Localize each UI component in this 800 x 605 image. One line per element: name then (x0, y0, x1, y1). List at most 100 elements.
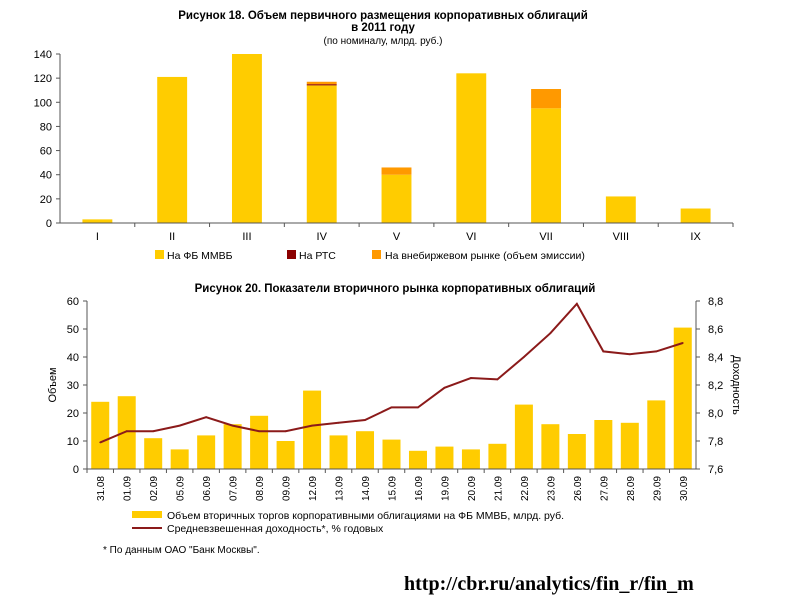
x-tick-label-06.09: 06.09 (202, 476, 213, 501)
yield-point-05.09 (178, 424, 181, 427)
x-tick-label-13.09: 13.09 (335, 476, 346, 501)
x-tick-label-IX: IX (690, 231, 701, 243)
bar-volume-19.09 (435, 446, 454, 469)
chart2-legend: Объем вторичных торгов корпоративными об… (132, 510, 564, 535)
chart1-title-line2: в 2011 году (351, 22, 415, 34)
chart2-title: Рисунок 20. Показатели вторичного рынка … (195, 283, 596, 295)
y-tick-label-140: 140 (34, 49, 52, 61)
bar-volume-14.09 (356, 431, 375, 469)
yield-point-30.09 (681, 342, 684, 344)
yield-point-19.09 (443, 386, 446, 389)
x-tick-label-II: II (169, 231, 175, 243)
y2-tick-label-7,6: 7,6 (708, 464, 723, 476)
legend-label-volume: Объем вторичных торгов корпоративными об… (167, 510, 564, 522)
legend-label-rts: На РТС (299, 250, 336, 262)
bar-otc-IV (306, 81, 337, 85)
yield-point-13.09 (337, 421, 340, 424)
y2-tick-label-7,8: 7,8 (708, 436, 723, 448)
y-tick-label-40: 40 (67, 352, 79, 364)
bar-volume-09.09 (276, 441, 295, 469)
bar-volume-23.09 (541, 424, 560, 469)
chart2-plot (91, 302, 692, 469)
bar-mmvb-IX (680, 208, 711, 223)
source-url[interactable]: http://cbr.ru/analytics/fin_r/fin_m (404, 573, 694, 595)
bar-mmvb-I (82, 219, 113, 223)
x-tick-label-16.09: 16.09 (414, 476, 425, 501)
x-tick-label-IV: IV (317, 231, 328, 243)
bar-volume-22.09 (514, 404, 533, 469)
x-tick-label-31.08: 31.08 (96, 476, 107, 501)
x-tick-label-28.09: 28.09 (626, 476, 637, 501)
y2-tick-label-8,4: 8,4 (708, 352, 723, 364)
yield-point-22.09 (522, 356, 525, 358)
chart2-y-axis-label: Объем (47, 367, 59, 402)
chart1-title: Рисунок 18. Объем первичного размещения … (178, 10, 588, 22)
x-tick-label-12.09: 12.09 (308, 476, 319, 501)
bar-mmvb-III (231, 54, 262, 223)
bar-volume-06.09 (197, 435, 216, 469)
y2-tick-label-8,8: 8,8 (708, 296, 723, 308)
x-tick-label-I: I (96, 231, 99, 243)
yield-point-14.09 (364, 419, 366, 421)
y-tick-label-100: 100 (34, 97, 52, 109)
yield-point-29.09 (655, 350, 658, 353)
bar-volume-27.09 (594, 420, 613, 469)
bar-volume-12.09 (303, 390, 322, 469)
bar-mmvb-II (157, 76, 188, 223)
yield-point-26.09 (575, 302, 578, 305)
bar-mmvb-VI (456, 73, 487, 223)
x-tick-label-VII: VII (539, 231, 552, 243)
x-tick-label-V: V (393, 231, 401, 243)
yield-point-09.09 (284, 430, 287, 433)
x-tick-label-29.09: 29.09 (652, 476, 663, 501)
y-tick-label-80: 80 (40, 121, 52, 133)
y-tick-label-0: 0 (46, 218, 52, 230)
bar-volume-29.09 (647, 400, 666, 469)
yield-point-12.09 (311, 424, 313, 427)
y-tick-label-20: 20 (67, 408, 79, 420)
chart1-plot (82, 54, 711, 223)
yield-point-28.09 (628, 353, 631, 356)
x-tick-label-21.09: 21.09 (493, 476, 504, 501)
y-tick-label-60: 60 (40, 146, 52, 158)
yield-point-21.09 (496, 378, 499, 381)
x-tick-label-23.09: 23.09 (546, 476, 557, 501)
y-tick-label-60: 60 (67, 296, 79, 308)
bar-mmvb-VIII (605, 196, 636, 223)
y-tick-label-10: 10 (67, 436, 79, 448)
y-tick-label-40: 40 (40, 170, 52, 182)
bar-volume-28.09 (620, 422, 639, 469)
bar-volume-15.09 (382, 439, 401, 469)
x-tick-label-07.09: 07.09 (229, 476, 240, 501)
y-tick-label-30: 30 (67, 380, 79, 392)
legend-label-otc: На внебиржевом рынке (объем эмиссии) (385, 250, 585, 262)
bar-volume-16.09 (408, 450, 427, 469)
y-tick-label-120: 120 (34, 73, 52, 85)
x-tick-label-30.09: 30.09 (679, 476, 690, 501)
chart2-y2-axis-label: Доходность (730, 355, 742, 415)
bar-volume-05.09 (170, 449, 189, 469)
bar-mmvb-VII (531, 108, 562, 223)
x-tick-label-08.09: 08.09 (255, 476, 266, 501)
yield-point-07.09 (231, 424, 234, 427)
x-tick-label-19.09: 19.09 (440, 476, 451, 501)
chart2-axes: 31.08 01.09 02.09 05.09 06.09 07.09 08.09 09.09… (67, 296, 724, 501)
yield-point-31.08 (99, 441, 102, 444)
chart1-legend: На ФБ ММВБ На РТС На внебиржевом рынке (… (155, 250, 585, 262)
yield-point-02.09 (152, 430, 155, 433)
bar-otc-VII (531, 89, 562, 109)
yield-point-15.09 (390, 406, 393, 409)
x-tick-label-27.09: 27.09 (599, 476, 610, 501)
x-tick-label-20.09: 20.09 (467, 476, 478, 501)
footnote: * По данным ОАО "Банк Москвы". (103, 545, 260, 556)
yield-point-20.09 (470, 377, 472, 379)
yield-point-06.09 (205, 416, 208, 419)
legend-swatch-rts (287, 250, 296, 259)
bar-volume-13.09 (329, 435, 348, 469)
y2-tick-label-8,6: 8,6 (708, 324, 723, 336)
bar-mmvb-IV (306, 85, 337, 223)
x-tick-label-01.09: 01.09 (123, 476, 134, 501)
